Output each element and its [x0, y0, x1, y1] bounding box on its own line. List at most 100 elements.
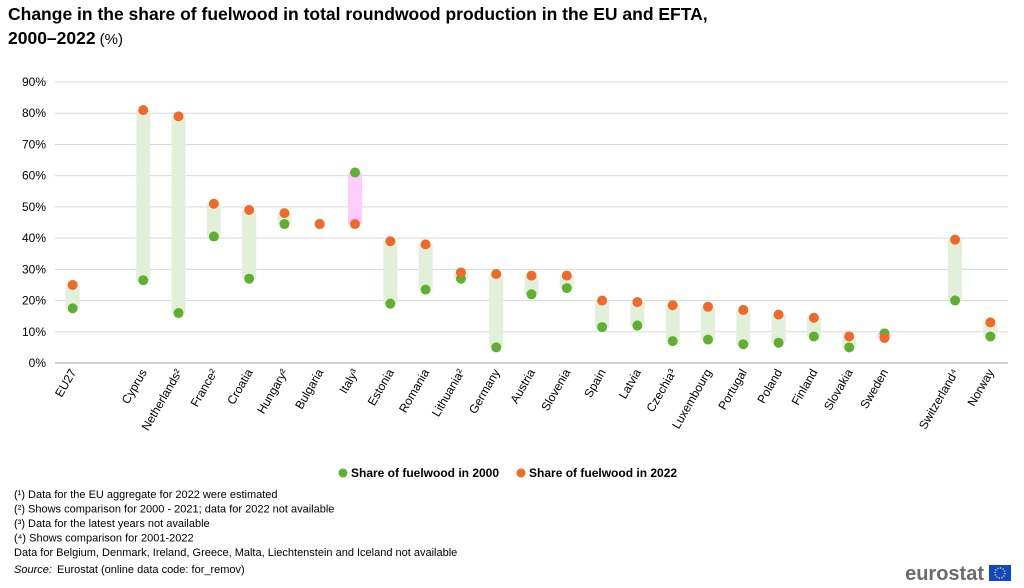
dot: [208, 231, 219, 242]
range-bar: [383, 241, 398, 304]
dot: [844, 342, 855, 353]
dot: [561, 270, 572, 281]
dot: [985, 317, 996, 328]
dot: [808, 312, 819, 323]
footnote: (²) Shows comparison for 2000 - 2021; da…: [14, 504, 334, 516]
range-bar: [665, 305, 680, 342]
dot: [667, 336, 678, 347]
footnote: (⁴) Shows comparison for 2001-2022: [14, 533, 194, 545]
x-tick-label: Romania: [396, 366, 432, 415]
x-tick-label: Norway: [964, 366, 996, 408]
x-tick-label: Czechia³: [643, 367, 679, 415]
legend-marker: [516, 468, 526, 478]
dot: [597, 322, 608, 333]
dot: [385, 298, 396, 309]
dot: [773, 337, 784, 348]
chart-title: 2000–2022: [8, 28, 96, 48]
range-bar: [489, 274, 504, 348]
x-tick-label: Portugal: [715, 367, 749, 413]
dot: [526, 270, 537, 281]
dot: [561, 283, 572, 294]
dot: [844, 331, 855, 342]
x-tick-label: Estonia: [365, 366, 397, 408]
eu-flag: [989, 565, 1011, 581]
footnote: (³) Data for the latest years not availa…: [14, 518, 210, 530]
dot: [491, 342, 502, 353]
y-tick-label: 90%: [22, 75, 46, 89]
dot: [526, 289, 537, 300]
dot: [173, 308, 184, 319]
range-bar: [277, 213, 292, 225]
x-tick-label: Austria: [507, 366, 538, 406]
x-tick-label: Slovenia: [538, 366, 573, 413]
y-tick-label: 80%: [22, 106, 46, 120]
x-tick-label: Latvia: [616, 366, 644, 401]
legend-label: Share of fuelwood in 2022: [529, 466, 677, 480]
y-tick-label: 60%: [22, 169, 46, 183]
dot: [138, 105, 149, 116]
x-tick-label: Bulgaria: [292, 366, 326, 411]
chart-title: Change in the share of fuelwood in total…: [8, 4, 708, 24]
dot: [385, 236, 396, 247]
range-bar: [771, 314, 786, 343]
range-bar: [348, 172, 363, 225]
dot: [808, 331, 819, 342]
x-tick-label: Slovakia: [821, 366, 856, 413]
y-tick-label: 20%: [22, 294, 46, 308]
dot: [950, 234, 961, 245]
dot: [67, 279, 78, 290]
x-tick-label: Hungary²: [254, 367, 291, 417]
range-bar: [806, 317, 821, 337]
range-bar: [524, 275, 539, 295]
y-tick-label: 0%: [29, 356, 47, 370]
x-tick-label: Italy³: [336, 367, 361, 397]
dot: [350, 219, 361, 230]
dot: [491, 269, 502, 280]
dot: [173, 111, 184, 122]
range-bar: [842, 336, 857, 348]
dot: [950, 295, 961, 306]
dot: [985, 331, 996, 342]
range-bar: [206, 203, 221, 237]
legend-label: Share of fuelwood in 2000: [351, 466, 499, 480]
range-bar: [418, 244, 433, 290]
range-bar: [136, 110, 151, 281]
dot: [279, 208, 290, 219]
dot: [420, 239, 431, 250]
logo: eurostat: [905, 563, 984, 585]
x-tick-label: EU27: [52, 366, 79, 399]
dot: [738, 304, 749, 315]
dot: [455, 267, 466, 278]
footnote: (¹) Data for the EU aggregate for 2022 w…: [14, 489, 278, 501]
dot: [279, 219, 290, 230]
dot: [314, 219, 325, 230]
x-tick-label: Cyprus: [119, 367, 150, 407]
x-tick-label: Spain: [581, 367, 608, 401]
y-tick-label: 70%: [22, 137, 46, 151]
dot: [244, 273, 255, 284]
dot: [138, 275, 149, 286]
range-bar: [595, 300, 610, 328]
x-tick-label: Lithuania²: [429, 367, 467, 420]
source-label: Source:: [14, 564, 52, 576]
range-bar: [630, 302, 645, 326]
dot: [350, 167, 361, 178]
y-tick-label: 10%: [22, 325, 46, 339]
dot: [420, 284, 431, 295]
dot: [632, 320, 643, 331]
x-tick-label: Poland: [754, 367, 785, 406]
legend-marker: [338, 468, 348, 478]
y-tick-label: 50%: [22, 200, 46, 214]
x-tick-label: Switzerland⁴: [916, 367, 962, 432]
range-bar: [171, 116, 186, 314]
range-bar: [65, 284, 80, 309]
dot: [632, 297, 643, 308]
range-bar: [242, 210, 257, 279]
dot: [702, 301, 713, 312]
dot: [738, 339, 749, 350]
x-tick-label: Finland: [789, 367, 821, 408]
dot: [667, 300, 678, 311]
dot: [773, 309, 784, 320]
range-bar: [948, 239, 963, 301]
footnote: Data for Belgium, Denmark, Ireland, Gree…: [14, 547, 457, 559]
